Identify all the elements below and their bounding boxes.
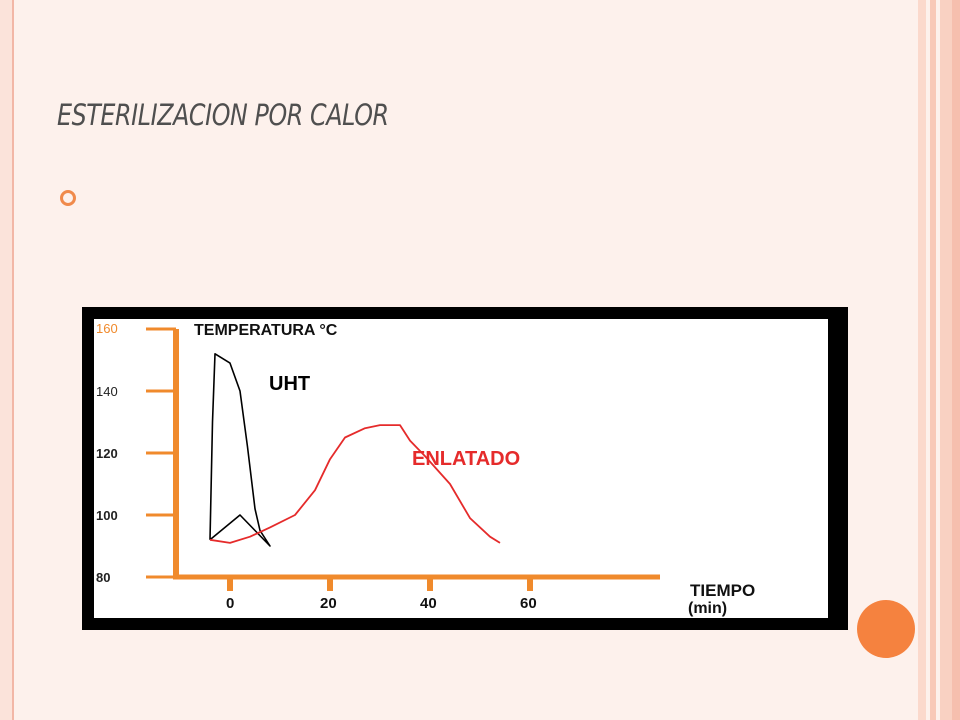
x-tick-label-20: 20 <box>320 595 337 612</box>
right-stripe-4 <box>936 0 940 720</box>
series-line-uht <box>209 353 271 547</box>
left-border <box>0 0 14 720</box>
y-axis-label: TEMPERATURA °C <box>194 322 338 339</box>
right-stripe-3 <box>930 0 936 720</box>
right-stripe-2 <box>926 0 930 720</box>
temperature-time-chart: 160 140 120 100 80 0 20 40 60 TEMPERATURA °C TIEMP… <box>96 321 755 617</box>
orange-circle-decoration <box>857 600 915 658</box>
hollow-circle-bullet-icon <box>60 190 76 206</box>
right-stripe-5 <box>940 0 952 720</box>
x-tick-label-60: 60 <box>520 595 537 612</box>
y-tick-label-160: 160 <box>96 321 118 336</box>
x-tick-label-0: 0 <box>226 595 234 612</box>
y-tick-label-100: 100 <box>96 508 118 523</box>
right-stripe-1 <box>918 0 926 720</box>
y-tick-label-140: 140 <box>96 384 118 399</box>
series-label-uht: UHT <box>269 373 310 395</box>
chart-area: 160 140 120 100 80 0 20 40 60 TEMPERATURA °C TIEMP… <box>94 319 828 618</box>
x-axis-unit: (min) <box>688 600 727 617</box>
series-line-enlatado <box>209 424 501 544</box>
x-tick-label-40: 40 <box>420 595 437 612</box>
slide-title: ESTERILIZACION POR CALOR <box>57 98 389 132</box>
right-stripe-6 <box>952 0 960 720</box>
series-label-enlatado: ENLATADO <box>412 448 520 470</box>
x-axis-label: TIEMPO <box>690 581 755 600</box>
y-tick-label-80: 80 <box>96 570 110 585</box>
chart-frame: 160 140 120 100 80 0 20 40 60 TEMPERATURA °C TIEMP… <box>82 307 848 630</box>
y-tick-label-120: 120 <box>96 446 118 461</box>
